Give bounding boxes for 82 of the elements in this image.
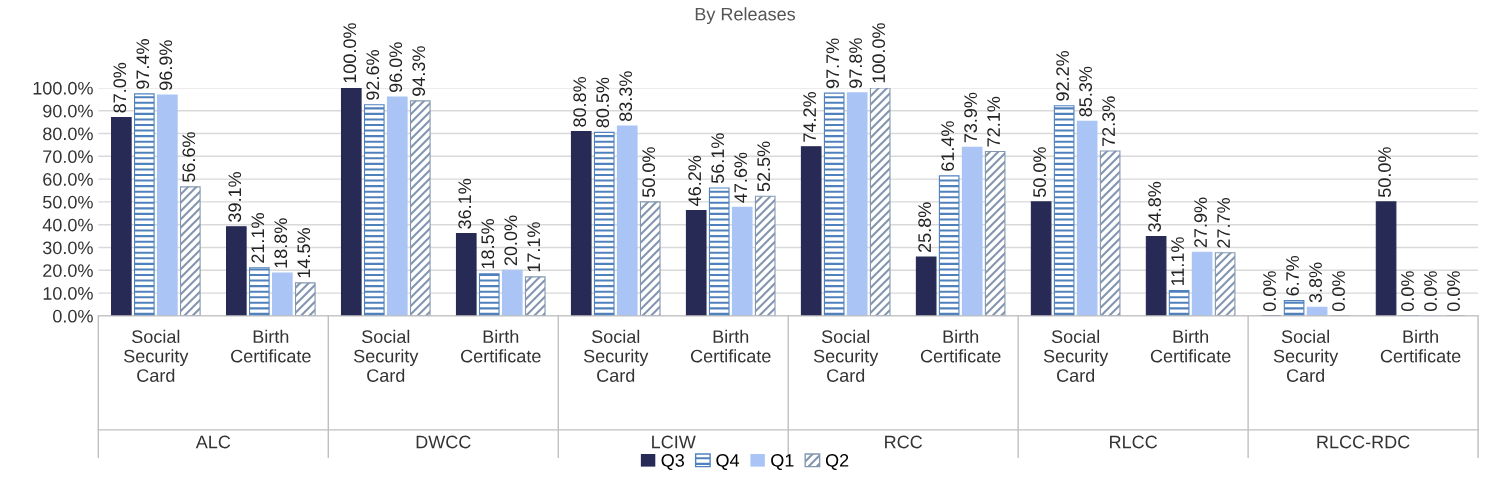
text: LCIW [652, 435, 696, 449]
data-label: 11.1% [1171, 237, 1184, 286]
data-label: 27.7% [1217, 198, 1230, 248]
y-tick-label: 0.0% [53, 309, 93, 323]
legend-label: Q2 [825, 454, 849, 471]
y-tick-label: 50.0% [43, 195, 93, 209]
data-label: 87.0% [113, 62, 127, 113]
x-tick-label: Social Security Card [1043, 329, 1109, 382]
data-label: 3.8% [1309, 262, 1322, 303]
x-tick-label: Social Security Card [124, 329, 189, 382]
data-label: 100.0% [343, 23, 357, 83]
data-label: 73.9% [964, 92, 978, 143]
data-label: 52.5% [757, 141, 771, 192]
data-label: 72.3% [1102, 96, 1115, 146]
data-label: 47.6% [734, 152, 748, 203]
y-tick-label: 60.0% [43, 173, 93, 186]
data-label: 92.2% [1056, 50, 1069, 101]
x-tick-label: Social Security Card [354, 329, 419, 382]
data-label: 96.9% [159, 40, 173, 90]
data-label: 25.8% [918, 202, 932, 252]
x-tick-label: Birth Certificate [1380, 329, 1461, 363]
text: DWCC [416, 435, 471, 449]
x-tick-label: Birth Certificate [231, 329, 311, 363]
x-tick-label: Birth Certificate [461, 329, 541, 363]
data-label: 74.2% [803, 92, 816, 142]
x-tick-label: Birth Certificate [1150, 329, 1231, 363]
data-label: 72.1% [987, 96, 1000, 147]
data-label: 18.5% [481, 218, 495, 269]
text: RLCC [1110, 435, 1158, 449]
data-label: 97.4% [136, 39, 150, 89]
data-label: 17.1% [527, 222, 541, 272]
x-tick-label: Social Security Card [1273, 329, 1339, 382]
data-label: 0.0% [1263, 271, 1276, 312]
x-tick-label: Social Security Card [813, 329, 879, 382]
data-label: 97.7% [826, 38, 840, 89]
data-label: 50.0% [1378, 147, 1391, 198]
data-label: 20.0% [504, 215, 518, 266]
data-label: 97.8% [849, 38, 863, 88]
data-label: 50.0% [642, 147, 656, 198]
y-tick-label: 10.0% [43, 287, 93, 300]
text: ALC [195, 435, 231, 449]
data-label: 0.0% [1424, 271, 1437, 312]
data-label: 34.8% [1148, 181, 1161, 232]
data-label: 100.0% [872, 23, 886, 83]
y-tick-label: 30.0% [42, 241, 93, 255]
y-tick-label: 20.0% [43, 264, 93, 278]
data-label: 56.6% [182, 132, 196, 182]
data-label: 85.3% [1079, 66, 1092, 117]
data-label: 96.0% [389, 42, 403, 93]
y-tick-label: 40.0% [42, 218, 93, 232]
x-tick-label: Birth Certificate [920, 329, 1001, 363]
data-label: 27.9% [1194, 197, 1207, 248]
data-label: 6.7% [1286, 255, 1299, 296]
data-label: 39.1% [228, 172, 242, 222]
text: RLCC-RDC [1317, 435, 1410, 449]
data-label: 14.5% [297, 228, 311, 278]
data-label: 80.8% [573, 76, 587, 127]
legend-label: Q3 [661, 454, 685, 471]
data-label: 46.2% [688, 155, 702, 206]
y-tick-label: 100.0% [33, 81, 93, 95]
y-tick-label: 90.0% [43, 104, 93, 118]
data-label: 0.0% [1332, 271, 1345, 312]
chart-title: By Releases [695, 7, 796, 25]
legend-label: Q4 [716, 454, 740, 471]
y-tick-label: 80.0% [43, 127, 93, 141]
y-tick-label: 70.0% [43, 150, 93, 164]
data-label: 92.6% [366, 50, 380, 100]
text: RCC [885, 435, 923, 449]
data-label: 80.5% [596, 77, 610, 128]
data-label: 21.1% [251, 213, 265, 263]
x-tick-label: Birth Certificate [691, 329, 771, 363]
data-label: 0.0% [1401, 271, 1414, 312]
x-tick-label: Social Security Card [583, 329, 649, 382]
data-label: 50.0% [1033, 147, 1047, 198]
data-label: 36.1% [458, 178, 472, 229]
data-label: 18.8% [274, 218, 288, 268]
data-label: 83.3% [619, 71, 633, 122]
data-label: 94.3% [412, 46, 426, 96]
data-label: 56.1% [711, 133, 725, 184]
legend-label: Q1 [771, 454, 794, 471]
data-label: 0.0% [1447, 271, 1460, 312]
data-label: 61.4% [941, 121, 955, 171]
